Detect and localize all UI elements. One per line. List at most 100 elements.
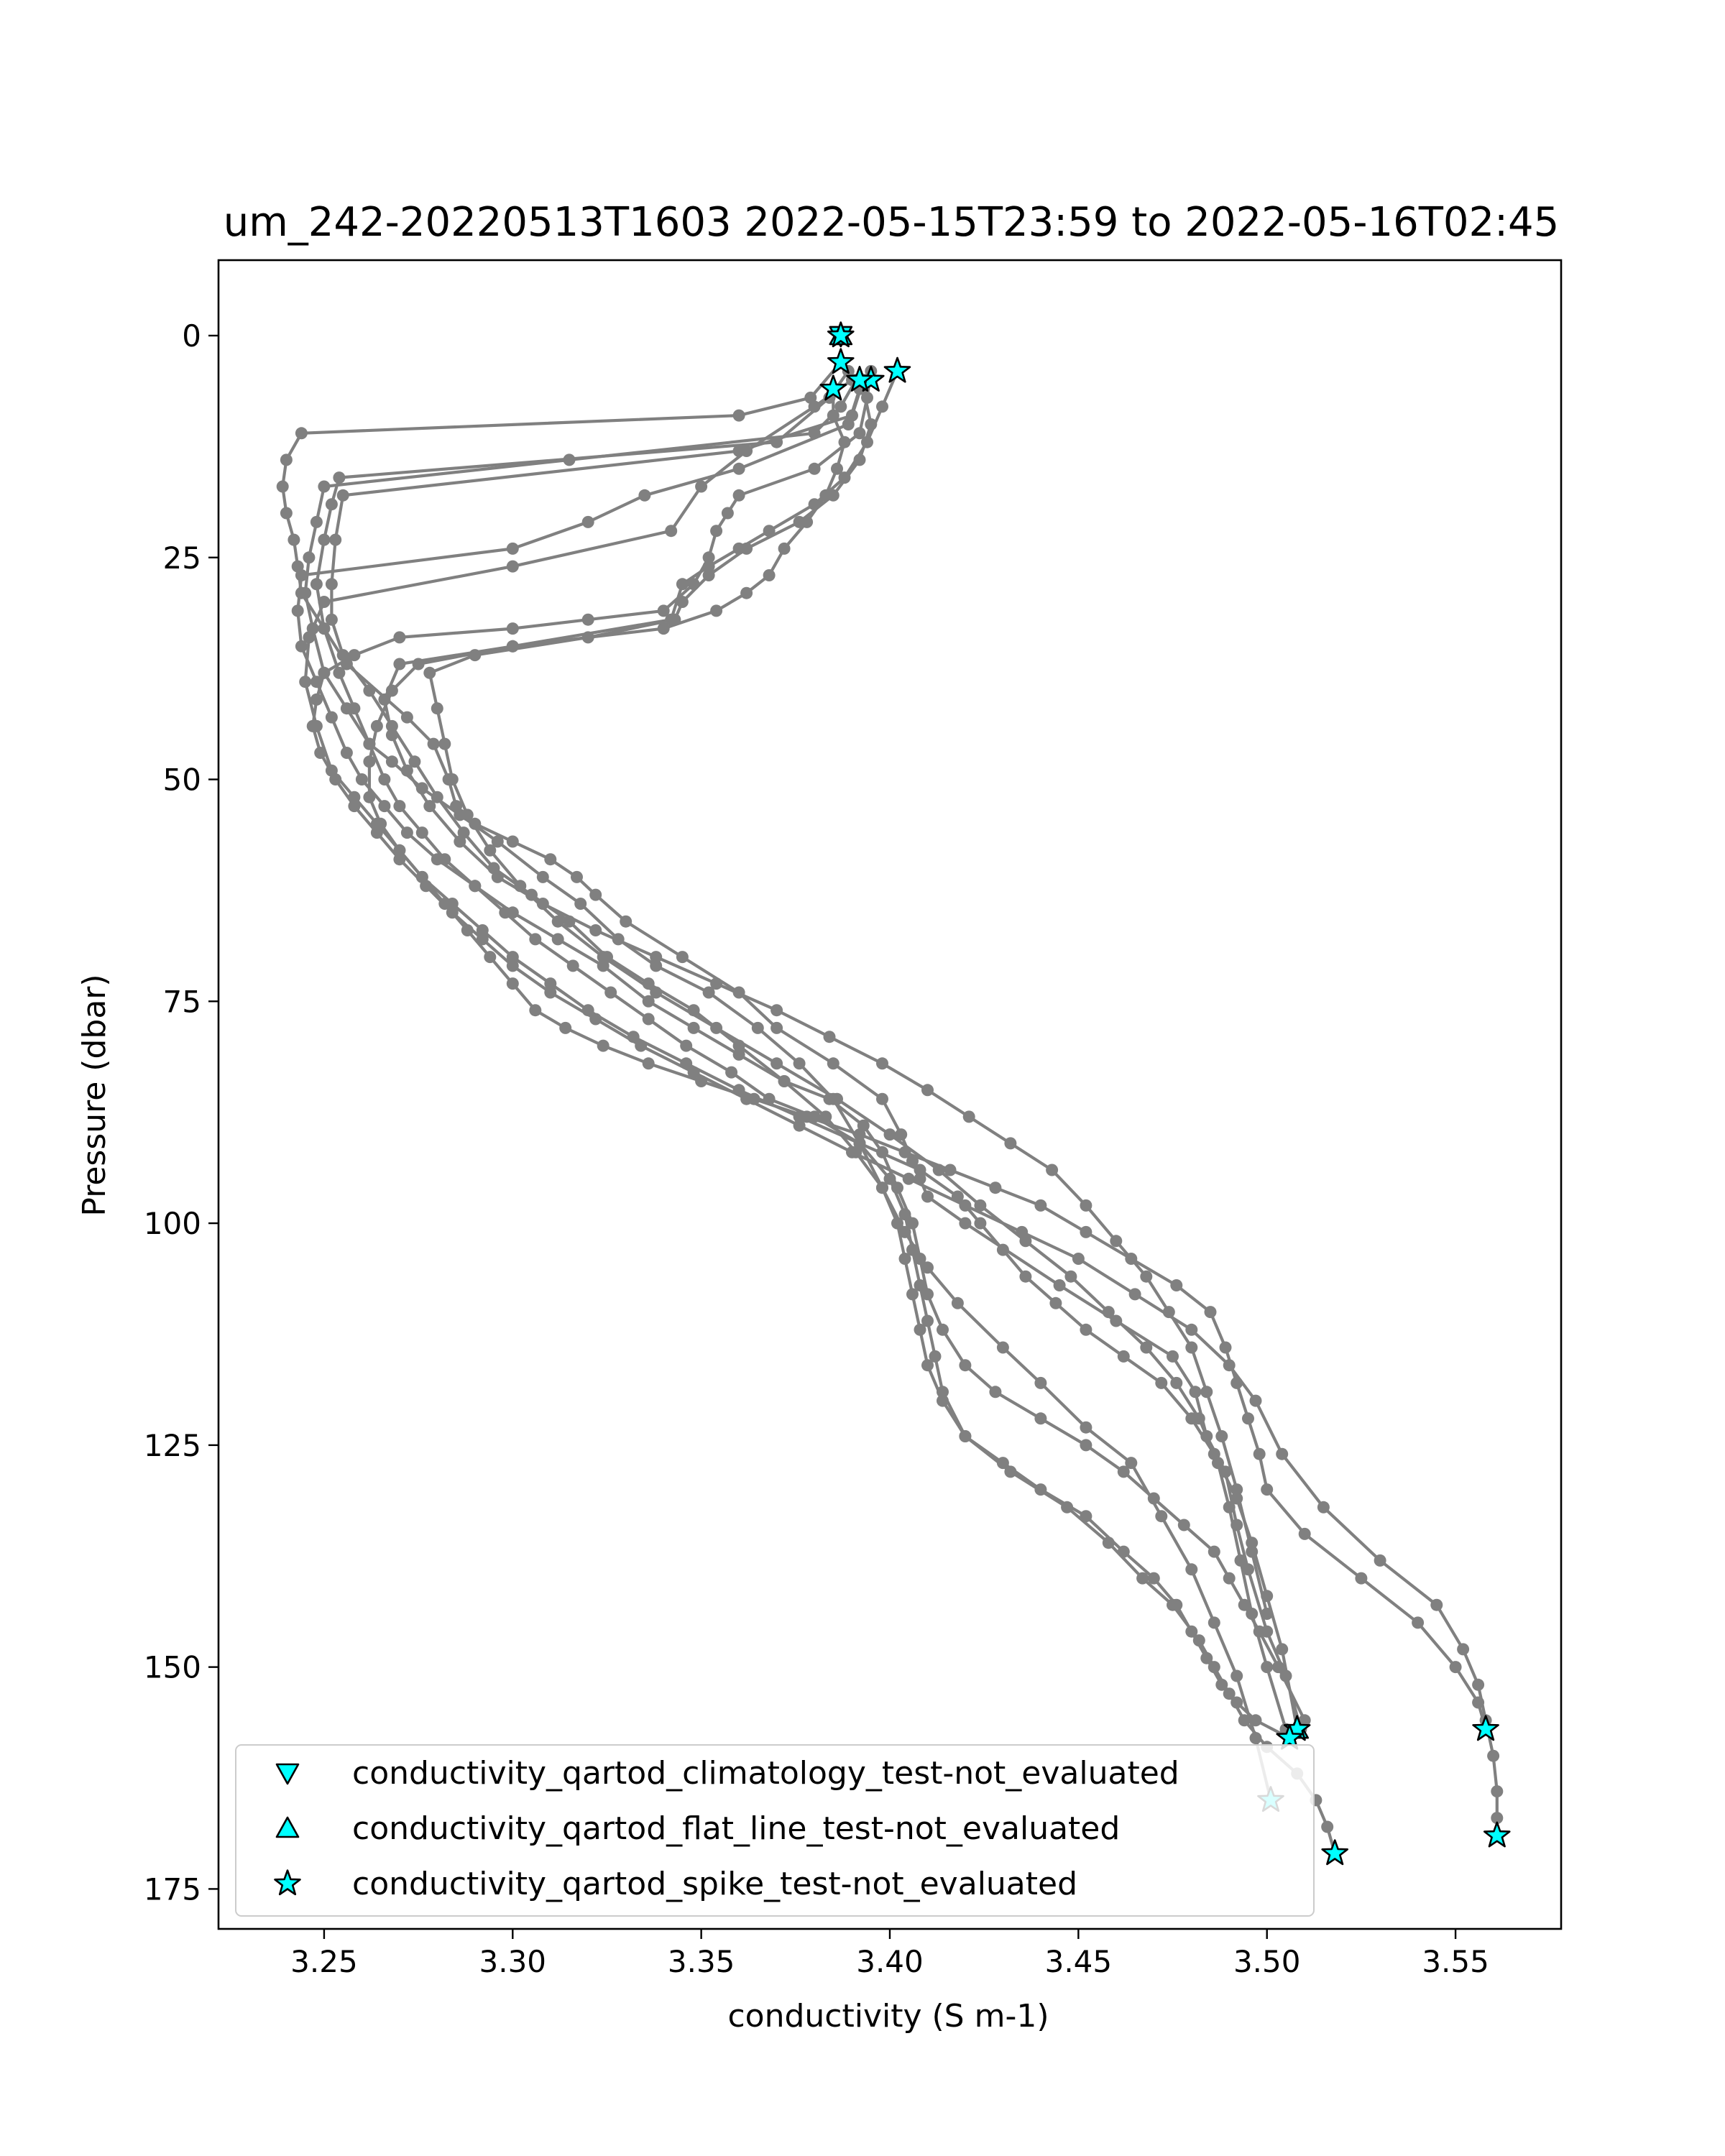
profile-point [1185, 1341, 1198, 1354]
profile-point [566, 959, 579, 972]
profile-point [370, 719, 383, 732]
profile-point [1234, 1554, 1247, 1567]
legend: conductivity_qartod_climatology_test-not… [235, 1744, 1315, 1917]
profile-point [1253, 1447, 1266, 1460]
profile-point [1128, 1288, 1141, 1301]
profile-point [914, 1279, 926, 1291]
profile-point [581, 613, 594, 626]
profile-point [1223, 1572, 1236, 1585]
profile-point [1125, 1457, 1138, 1470]
profile-point [1219, 1341, 1232, 1354]
profile-point [620, 915, 632, 928]
profile-point [1430, 1598, 1443, 1611]
profile-point [506, 951, 519, 964]
profile-point [778, 1075, 791, 1087]
profile-point [951, 1190, 964, 1203]
profile-point [676, 951, 689, 964]
profile-point [770, 1021, 783, 1034]
profile-point [1019, 1235, 1032, 1248]
profile-point [1223, 1359, 1236, 1372]
profile-point [929, 1350, 942, 1363]
profile-point [1261, 1608, 1274, 1620]
x-tick-label: 3.45 [1045, 1944, 1113, 1979]
profile-point [310, 578, 323, 591]
profile-point [732, 1048, 745, 1061]
profile-point [1200, 1651, 1213, 1664]
profile-point [1230, 1669, 1243, 1682]
profile-point [906, 1217, 919, 1230]
profile-point [906, 1288, 919, 1301]
profile-point [921, 1288, 934, 1301]
profile-point [1472, 1678, 1485, 1691]
profile-point [423, 666, 436, 679]
star-marker [1472, 1715, 1499, 1741]
profile-point [937, 1323, 949, 1336]
profile-point [1140, 1270, 1153, 1283]
profile-point [446, 906, 459, 919]
y-tick-label: 175 [144, 1871, 201, 1907]
profile-point [1117, 1350, 1130, 1363]
y-axis-label: Pressure (dbar) [76, 974, 113, 1216]
star-marker [1276, 1723, 1303, 1750]
profile-point [823, 1031, 836, 1044]
profile-point [506, 622, 519, 635]
profile-point [551, 933, 564, 946]
profile-point [842, 418, 855, 430]
profile-point [559, 1021, 572, 1034]
profile-point [1230, 1696, 1243, 1709]
profile-point [937, 1394, 949, 1407]
profile-point [725, 1066, 738, 1079]
profile-point [378, 693, 391, 706]
profile-point [491, 870, 504, 883]
profile-point [1204, 1306, 1217, 1319]
profile-point [1080, 1421, 1092, 1434]
profile-point [571, 870, 583, 883]
profile-point [1412, 1616, 1425, 1629]
profile-line [382, 389, 1269, 1614]
profile-point [853, 1128, 866, 1141]
profile-point [536, 870, 549, 883]
profile-point [1208, 1545, 1220, 1558]
chart-title: um_242-20220513T1603 2022-05-15T23:59 to… [224, 199, 1560, 246]
profile-point [676, 578, 689, 591]
profile-point [732, 489, 745, 502]
profile-point [876, 1181, 888, 1194]
profile-point [415, 870, 428, 883]
profile-point [446, 773, 459, 786]
profile-point [597, 951, 610, 964]
profile-point [385, 729, 398, 742]
profile-point [1167, 1350, 1179, 1363]
profile-point [932, 1164, 945, 1176]
profile-point [827, 409, 840, 422]
x-axis-label: conductivity (S m-1) [727, 1998, 1049, 2035]
profile-point [793, 1110, 806, 1123]
x-tick-label: 3.35 [668, 1944, 735, 1979]
profile-point [895, 1128, 908, 1141]
profile-point [476, 924, 489, 936]
profile-point [385, 755, 398, 768]
profile-point [1046, 1164, 1059, 1176]
profile-point [1238, 1598, 1251, 1611]
profile-point [838, 436, 851, 448]
plot-area: 3.25 3.30 3.35 3.40 3.45 3.50 3.55 0 25 50 75 100 12… [144, 259, 1563, 1979]
profile-point [1019, 1270, 1032, 1283]
profile-point [415, 826, 428, 839]
profile-point [1276, 1447, 1289, 1460]
profile-point [1080, 1323, 1092, 1336]
profile-point [1242, 1412, 1254, 1425]
profile-point [1136, 1572, 1149, 1585]
profile-point [1276, 1643, 1289, 1656]
profile-point [574, 898, 587, 910]
profile-point [1177, 1519, 1190, 1531]
profile-point [1200, 1386, 1213, 1399]
profile-point [1034, 1483, 1047, 1496]
profile-point [461, 808, 474, 821]
profile-point [751, 1021, 764, 1034]
profile-point [642, 1013, 655, 1026]
profile-point [299, 676, 312, 688]
profile-point [732, 462, 745, 475]
profile-point [363, 755, 376, 768]
profile-point [314, 747, 327, 759]
profile-point [831, 462, 843, 475]
x-tick-label: 3.25 [290, 1944, 358, 1979]
